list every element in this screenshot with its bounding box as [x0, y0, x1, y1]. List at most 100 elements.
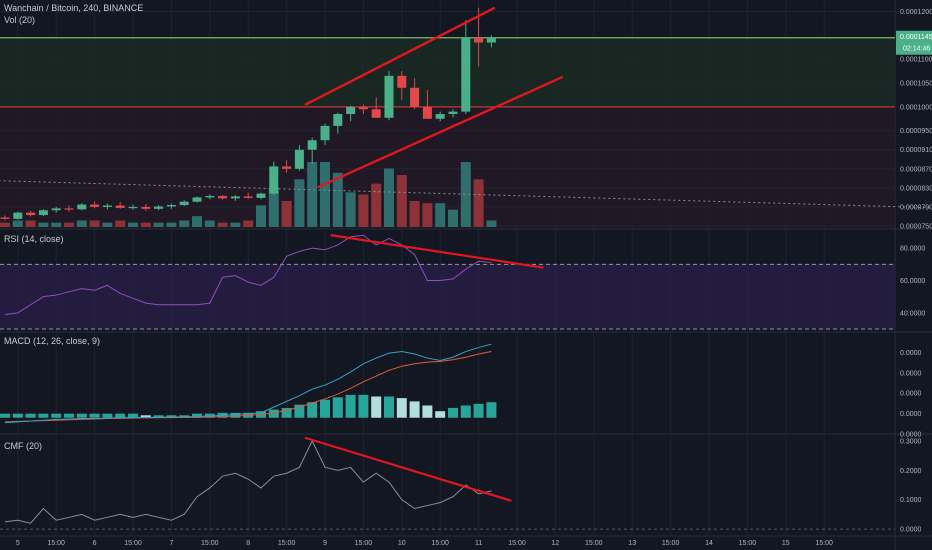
- volume-bar: [217, 222, 228, 227]
- volume-bar: [473, 179, 484, 227]
- volume-bar: [140, 222, 151, 227]
- candle-body: [294, 149, 304, 169]
- time-tick-label: 15:00: [355, 540, 373, 547]
- cmf-tick-label: 0.2000: [900, 468, 922, 475]
- macd-histogram-bar: [140, 415, 151, 418]
- price-tick-label: 0.0000830: [900, 185, 932, 192]
- candle-body: [384, 75, 394, 118]
- volume-bar: [409, 201, 420, 227]
- candle-body: [77, 204, 87, 210]
- time-tick-label: 9: [323, 540, 327, 547]
- macd-histogram-bar: [89, 413, 100, 418]
- time-tick-label: 15:00: [431, 540, 449, 547]
- volume-bar: [25, 220, 36, 227]
- time-tick-label: 15:00: [815, 540, 833, 547]
- volume-bar: [243, 220, 254, 227]
- volume-bar: [307, 162, 318, 227]
- candle-body: [243, 196, 253, 198]
- cmf-tick-label: 0.3000: [900, 438, 922, 445]
- candle-body: [90, 204, 100, 207]
- candle-body: [38, 210, 48, 216]
- price-tick-label: 0.0001100: [900, 57, 932, 64]
- volume-bar: [422, 203, 433, 227]
- volume-bar: [486, 220, 497, 227]
- macd-histogram-bar: [230, 412, 241, 418]
- time-tick-label: 12: [552, 540, 560, 547]
- candle-body: [115, 205, 125, 208]
- volume-bar: [345, 192, 356, 227]
- volume-bar: [64, 222, 74, 227]
- macd-histogram-bar: [0, 413, 10, 418]
- channel-trendline: [317, 76, 563, 189]
- time-tick-label: 11: [475, 540, 482, 547]
- countdown-label: 02:14:46: [903, 46, 930, 53]
- candle-body: [269, 166, 279, 194]
- candle-body: [358, 106, 368, 110]
- candle-body: [154, 206, 164, 209]
- time-tick-label: 15:00: [739, 540, 757, 547]
- volume-bar: [320, 162, 330, 227]
- time-tick-label: 15:00: [124, 540, 142, 547]
- time-tick-label: 15:00: [508, 540, 526, 547]
- candle-body: [435, 114, 445, 119]
- volume-bar: [179, 220, 190, 227]
- macd-histogram-bar: [371, 396, 382, 418]
- price-tick-label: 0.0000790: [900, 204, 932, 211]
- candle-body: [486, 37, 496, 43]
- price-tick-label: 0.0000870: [900, 166, 932, 173]
- candle-body: [320, 125, 330, 141]
- cmf-divergence-trendline: [304, 436, 512, 502]
- macd-histogram-bar: [268, 409, 279, 418]
- macd-histogram-bar: [473, 403, 484, 418]
- macd-histogram-bar: [396, 398, 407, 418]
- macd-histogram-bar: [281, 407, 292, 418]
- time-tick-label: 10: [398, 540, 406, 547]
- candle-body: [192, 197, 202, 202]
- macd-histogram-bar: [345, 394, 356, 418]
- time-tick-label: 8: [246, 540, 250, 547]
- candle-body: [461, 37, 471, 112]
- rsi-tick-label: 60.0000: [900, 278, 925, 285]
- rsi-band: [0, 264, 895, 329]
- time-tick-label: 15:00: [662, 540, 680, 547]
- macd-histogram-bar: [128, 413, 138, 418]
- candle-body: [333, 114, 343, 126]
- candle-body: [230, 196, 240, 199]
- time-tick-label: 15: [782, 540, 790, 547]
- volume-title: Vol (20): [4, 15, 36, 25]
- candle-body: [13, 212, 23, 219]
- volume-bar: [256, 205, 266, 227]
- macd-histogram-bar: [460, 405, 471, 418]
- volume-bar: [448, 209, 458, 227]
- cmf-tick-label: 0.1000: [900, 497, 922, 504]
- lower-zone-fill: [0, 106, 895, 228]
- volume-bar: [384, 168, 394, 227]
- macd-histogram-bar: [384, 396, 394, 418]
- macd-histogram-bar: [64, 413, 74, 418]
- channel-trendline: [304, 6, 496, 106]
- volume-bar: [0, 222, 10, 227]
- cmf-line: [4, 439, 492, 524]
- volume-bar: [230, 222, 241, 227]
- macd-histogram-bar: [25, 413, 36, 418]
- candle-body: [346, 106, 356, 114]
- time-tick-label: 13: [628, 540, 636, 547]
- time-tick-label: 7: [169, 540, 173, 547]
- candle-body: [448, 111, 458, 114]
- macd-histogram-bar: [486, 402, 497, 418]
- volume-bar: [192, 216, 202, 227]
- volume-bar: [12, 220, 23, 227]
- symbol-title: Wanchain / Bitcoin, 240, BINANCE: [4, 3, 144, 13]
- macd-histogram-bar: [294, 404, 305, 418]
- cmf-title: CMF (20): [4, 441, 42, 451]
- current-price-label: 0.0001145: [900, 34, 932, 41]
- macd-signal-line: [4, 351, 492, 423]
- macd-histogram-bar: [51, 413, 62, 418]
- macd-tick-label: 0.0000: [900, 370, 922, 377]
- candle-body: [64, 208, 74, 210]
- volume-bar: [51, 222, 62, 227]
- current-price-tag: [896, 30, 932, 55]
- candle-body: [166, 205, 176, 207]
